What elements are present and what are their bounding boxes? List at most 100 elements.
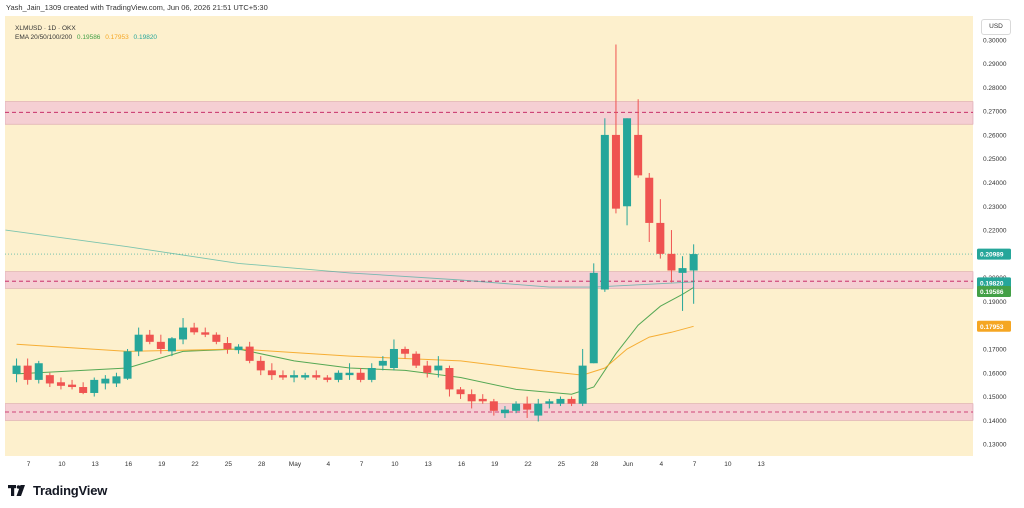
tradingview-logo-text: TradingView xyxy=(33,483,108,498)
candle-body-40 xyxy=(456,389,465,395)
x-tick-label-9: 4 xyxy=(326,461,330,468)
x-tick-label-4: 19 xyxy=(158,461,166,468)
candle-body-10 xyxy=(123,351,132,379)
candle-body-35 xyxy=(401,348,410,354)
price-label-3: 0.17953 xyxy=(980,324,1004,331)
y-tick-label-11: 0.24000 xyxy=(983,180,1007,187)
candle-body-16 xyxy=(190,327,199,333)
candle-body-15 xyxy=(179,327,188,340)
candlestick-chart[interactable]: 0.130000.140000.150000.160000.170000.180… xyxy=(5,16,1019,472)
candle-body-52 xyxy=(589,272,598,364)
x-tick-label-17: 28 xyxy=(591,461,599,468)
candle-body-60 xyxy=(678,268,687,273)
candle-body-22 xyxy=(256,360,265,371)
candle-body-51 xyxy=(578,365,587,404)
chart-header: Yash_Jain_1309 created with TradingView.… xyxy=(0,0,1024,16)
y-tick-label-13: 0.26000 xyxy=(983,132,1007,139)
x-tick-label-2: 13 xyxy=(92,461,100,468)
candle-body-3 xyxy=(45,375,54,384)
ema-label: EMA 20/50/100/200 xyxy=(15,34,73,41)
y-tick-label-15: 0.28000 xyxy=(983,85,1007,92)
candle-body-45 xyxy=(512,403,521,411)
candle-body-2 xyxy=(34,363,43,380)
candle-body-5 xyxy=(68,384,77,388)
candle-body-43 xyxy=(489,401,498,411)
price-label-bg-3 xyxy=(977,320,1011,332)
y-tick-label-2: 0.15000 xyxy=(983,394,1007,401)
candle-body-49 xyxy=(556,398,565,404)
y-tick-label-0: 0.13000 xyxy=(983,442,1007,449)
tradingview-logo: TradingView xyxy=(8,483,107,498)
candle-body-30 xyxy=(345,372,354,376)
candle-body-39 xyxy=(445,368,454,390)
ema50-value: 0.17953 xyxy=(105,34,129,41)
currency-button[interactable]: USD xyxy=(981,19,1011,35)
candle-body-6 xyxy=(79,387,88,393)
candle-body-34 xyxy=(389,348,398,368)
candle-body-17 xyxy=(201,332,210,335)
candle-body-61 xyxy=(689,254,698,271)
candle-body-54 xyxy=(611,134,620,209)
x-tick-label-11: 10 xyxy=(391,461,399,468)
x-tick-label-10: 7 xyxy=(360,461,364,468)
x-tick-label-7: 28 xyxy=(258,461,266,468)
candle-body-14 xyxy=(167,338,176,352)
y-tick-label-6: 0.19000 xyxy=(983,299,1007,306)
candle-body-38 xyxy=(434,365,443,371)
candle-body-25 xyxy=(290,375,299,378)
candle-body-20 xyxy=(234,346,243,351)
candle-body-23 xyxy=(267,370,276,376)
candle-body-47 xyxy=(534,403,543,416)
candle-body-21 xyxy=(245,346,254,361)
candle-body-58 xyxy=(656,222,665,254)
x-tick-label-15: 22 xyxy=(524,461,532,468)
candle-body-1 xyxy=(23,365,32,380)
candle-body-59 xyxy=(667,253,676,271)
x-tick-label-14: 19 xyxy=(491,461,499,468)
candle-body-44 xyxy=(500,409,509,414)
candle-body-48 xyxy=(545,401,554,404)
candle-body-19 xyxy=(223,343,232,349)
x-tick-label-16: 25 xyxy=(558,461,566,468)
candle-body-55 xyxy=(623,118,632,207)
time-axis-background xyxy=(5,456,973,472)
candle-body-42 xyxy=(478,398,487,402)
price-label-2: 0.19586 xyxy=(980,289,1004,296)
x-tick-label-12: 13 xyxy=(425,461,433,468)
ema-line-2 xyxy=(5,229,694,288)
price-label-0: 0.20989 xyxy=(980,252,1004,259)
y-tick-label-9: 0.22000 xyxy=(983,228,1007,235)
candle-body-33 xyxy=(378,360,387,366)
candle-body-8 xyxy=(101,378,110,384)
y-tick-label-1: 0.14000 xyxy=(983,418,1007,425)
ema-line-1 xyxy=(16,325,694,376)
candle-body-46 xyxy=(523,403,532,410)
candle-body-9 xyxy=(112,376,121,384)
ema-legend: EMA 20/50/100/200 0.19586 0.17953 0.1982… xyxy=(15,34,157,41)
x-tick-label-3: 16 xyxy=(125,461,133,468)
x-tick-label-1: 10 xyxy=(58,461,66,468)
y-tick-label-17: 0.30000 xyxy=(983,37,1007,44)
price-label-bg-1 xyxy=(977,277,1011,289)
candle-body-53 xyxy=(600,134,609,290)
chart-footer: TradingView xyxy=(0,472,1024,508)
candle-body-57 xyxy=(645,177,654,223)
chart-area[interactable]: 0.130000.140000.150000.160000.170000.180… xyxy=(5,16,1019,472)
x-tick-label-19: 4 xyxy=(659,461,663,468)
candle-body-24 xyxy=(278,375,287,378)
candle-body-4 xyxy=(56,382,65,386)
price-axis-background xyxy=(973,16,1019,472)
candle-body-11 xyxy=(134,334,143,352)
x-tick-label-13: 16 xyxy=(458,461,466,468)
candle-body-50 xyxy=(567,398,576,404)
candle-body-31 xyxy=(356,372,365,380)
ema200-value: 0.19820 xyxy=(133,34,158,41)
ema-line-0 xyxy=(16,287,694,395)
price-label-1: 0.19820 xyxy=(980,280,1004,287)
zone-0 xyxy=(5,101,974,125)
y-tick-label-12: 0.25000 xyxy=(983,156,1007,163)
x-tick-label-18: Jun xyxy=(623,461,634,468)
candle-body-28 xyxy=(323,377,332,380)
x-tick-label-21: 10 xyxy=(724,461,732,468)
plot-background xyxy=(5,16,973,456)
